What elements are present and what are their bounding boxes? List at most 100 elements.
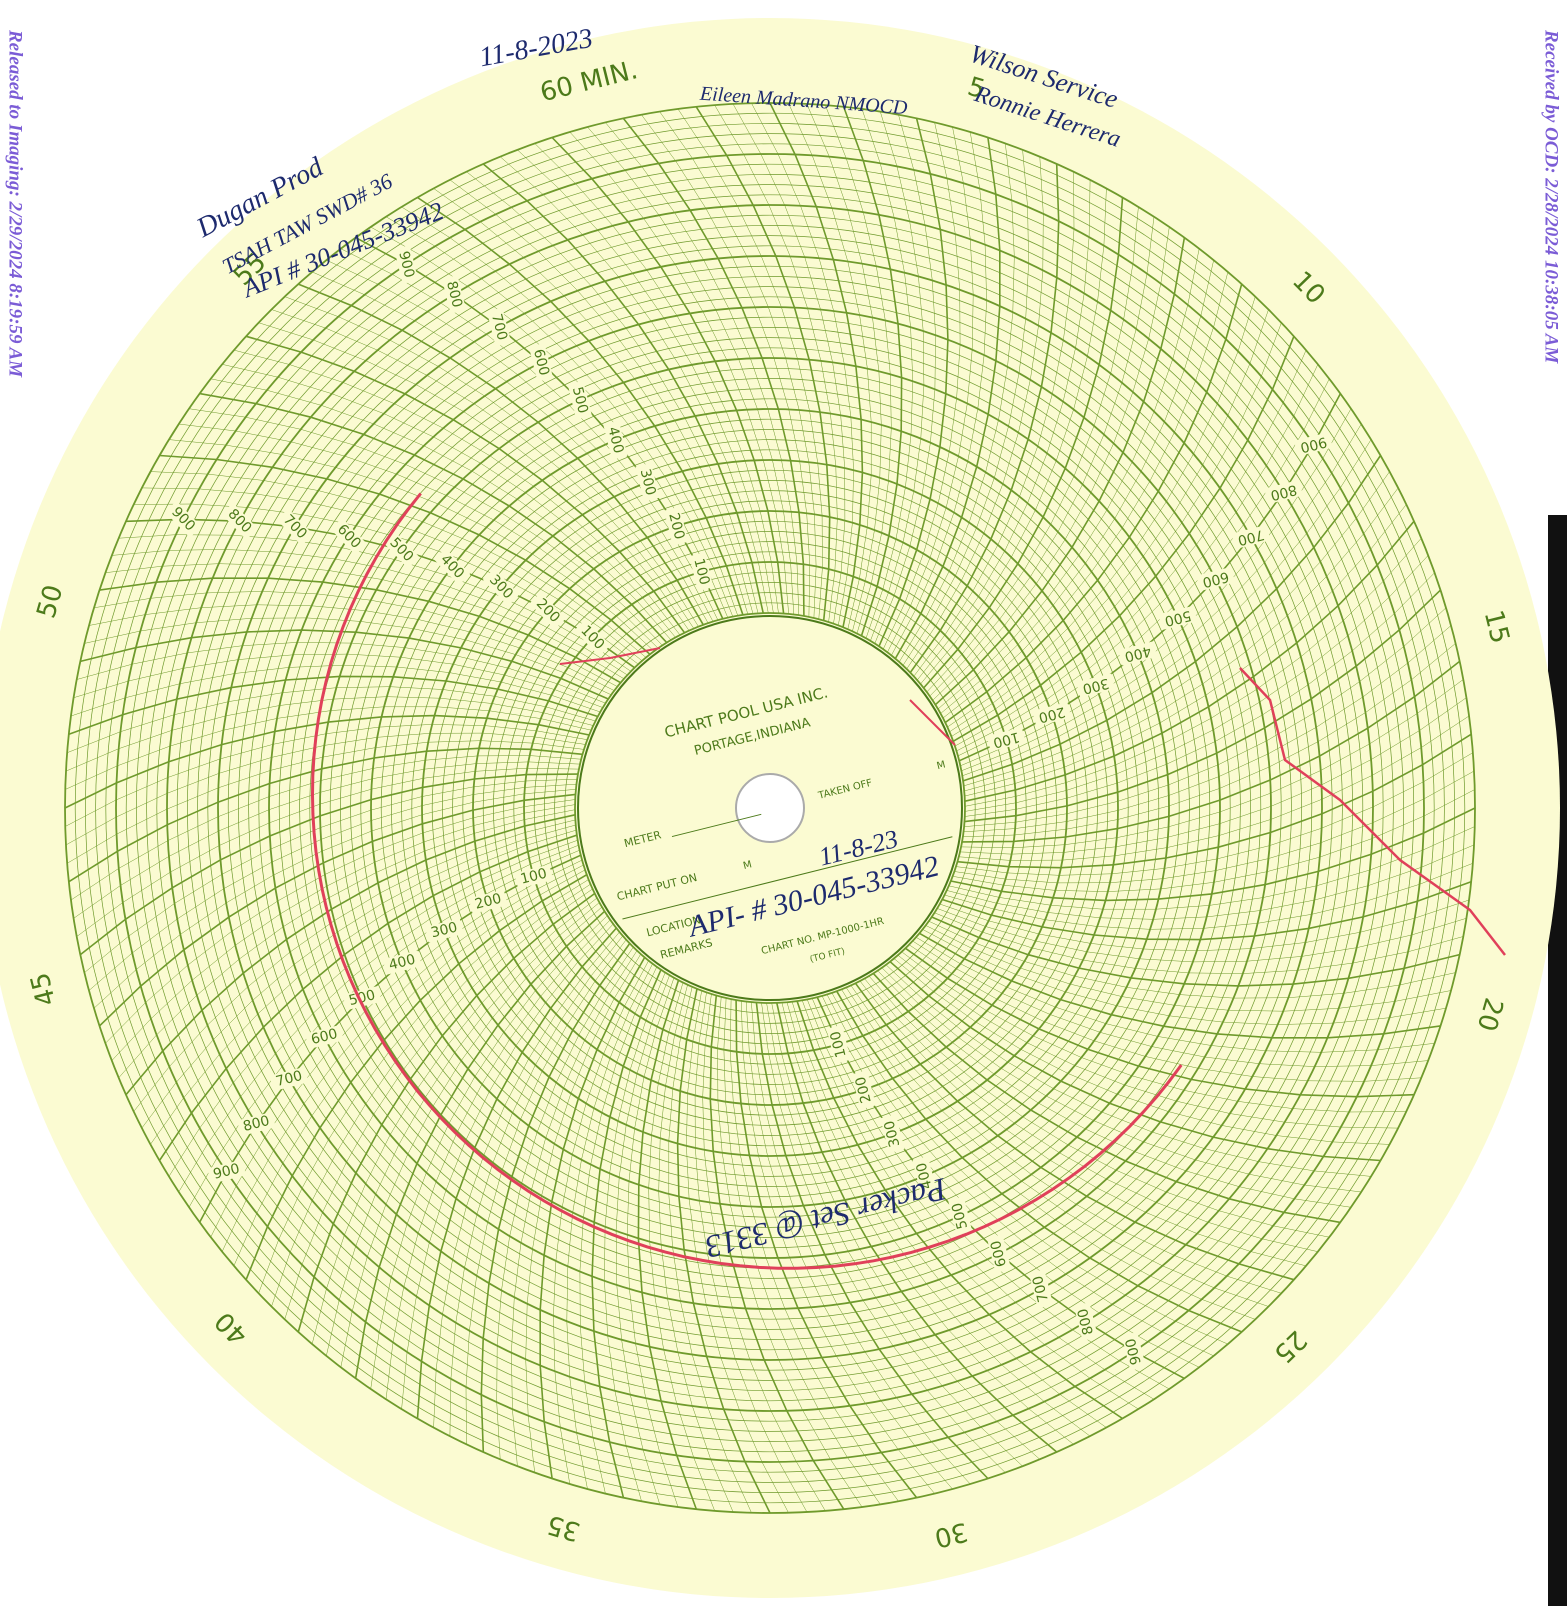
time-line <box>961 660 1461 843</box>
grid-ring <box>523 561 1017 1055</box>
time-line <box>222 364 676 638</box>
hub-rule <box>622 836 953 920</box>
time-line <box>925 925 1452 1012</box>
time-line <box>433 188 749 615</box>
time-line <box>964 572 1435 817</box>
stamp-released: Released to Imaging: 2/29/2024 8:19:59 A… <box>5 29 26 378</box>
time-line <box>913 171 1075 677</box>
time-line <box>125 814 576 1096</box>
ring-label: 200 <box>473 891 503 913</box>
grid-ring <box>503 541 1037 1075</box>
time-line <box>118 809 576 1078</box>
ring-label: 100 <box>991 728 1021 750</box>
time-line <box>604 972 666 1502</box>
time-line <box>65 724 588 827</box>
time-line <box>525 953 642 1473</box>
grid-ring <box>95 133 1445 1483</box>
grid-ring <box>370 408 1170 1208</box>
time-line <box>878 118 949 647</box>
time-line <box>939 899 1470 952</box>
time-line <box>65 696 594 772</box>
time-line <box>326 259 714 622</box>
time-line <box>908 944 1422 1082</box>
grid-ring <box>421 459 1119 1157</box>
time-line <box>84 778 578 973</box>
ring-label: 400 <box>387 952 417 974</box>
time-line <box>539 957 646 1479</box>
time-line <box>105 563 625 680</box>
ring-label-bg <box>269 1066 309 1092</box>
time-line <box>99 577 621 684</box>
time-line <box>952 789 1475 892</box>
ring-label: 600 <box>988 1239 1010 1269</box>
hub-rule <box>671 813 762 838</box>
time-line <box>955 752 1473 876</box>
time-line <box>297 892 596 1333</box>
ring-label-bg <box>514 864 554 889</box>
grid-ring <box>74 112 1466 1504</box>
ring-label: 200 <box>853 1075 875 1105</box>
time-line <box>905 947 1415 1098</box>
time-line <box>729 999 899 1502</box>
ring-label: 300 <box>881 1119 903 1149</box>
time-line <box>668 986 752 1513</box>
time-line <box>65 706 592 790</box>
ring-label-bg <box>1032 702 1072 727</box>
time-line <box>637 979 698 1510</box>
time-line <box>959 697 1467 855</box>
time-line <box>686 990 789 1513</box>
grid-ring <box>493 531 1047 1085</box>
time-line <box>385 216 734 617</box>
time-line <box>370 915 608 1390</box>
scan-edge <box>1548 515 1567 1606</box>
time-line <box>957 733 1472 869</box>
time-line <box>168 439 655 652</box>
time-line <box>791 1001 1107 1428</box>
time-line <box>622 117 805 617</box>
time-line <box>68 747 583 883</box>
pen-trace-fragment <box>559 647 956 746</box>
time-line <box>84 617 612 696</box>
time-line <box>961 679 1464 849</box>
grid-ring <box>329 367 1211 1249</box>
time-line <box>511 950 638 1467</box>
time-line <box>745 1001 953 1490</box>
time-line <box>566 963 653 1490</box>
time-line <box>551 136 785 614</box>
time-line <box>850 985 1282 1294</box>
time-line <box>937 908 1467 963</box>
ring-label-bg <box>880 1114 905 1154</box>
ring-label: 900 <box>212 1161 242 1183</box>
time-line <box>919 932 1441 1039</box>
time-line <box>417 196 744 616</box>
time-line <box>178 423 659 649</box>
ring-label-bg <box>948 1196 973 1236</box>
grid-ring <box>197 235 1343 1381</box>
time-line <box>105 799 576 1044</box>
time-line <box>641 114 811 617</box>
time-line <box>960 408 1352 767</box>
ring-label: 900 <box>395 250 417 280</box>
time-line <box>786 1002 1091 1437</box>
time-line <box>258 879 589 1294</box>
grid-ring <box>248 286 1292 1330</box>
grid-ring <box>533 571 1007 1045</box>
grid-ring <box>217 255 1323 1361</box>
ring-label-bg <box>276 508 314 546</box>
ring-label: 700 <box>274 1068 304 1090</box>
grid-ring <box>411 449 1129 1167</box>
time-line <box>658 984 734 1513</box>
time-line <box>942 271 1229 719</box>
time-line <box>954 770 1475 884</box>
ring-label: 500 <box>569 385 591 415</box>
time-line <box>553 960 649 1485</box>
time-line <box>949 309 1269 733</box>
time-line <box>859 980 1307 1267</box>
time-line <box>677 108 823 620</box>
grid-ring <box>268 306 1272 1310</box>
grid-ring <box>513 551 1027 1065</box>
time-line <box>769 102 864 628</box>
time-line <box>199 392 668 644</box>
time-line <box>65 732 586 846</box>
time-line <box>740 1000 935 1494</box>
